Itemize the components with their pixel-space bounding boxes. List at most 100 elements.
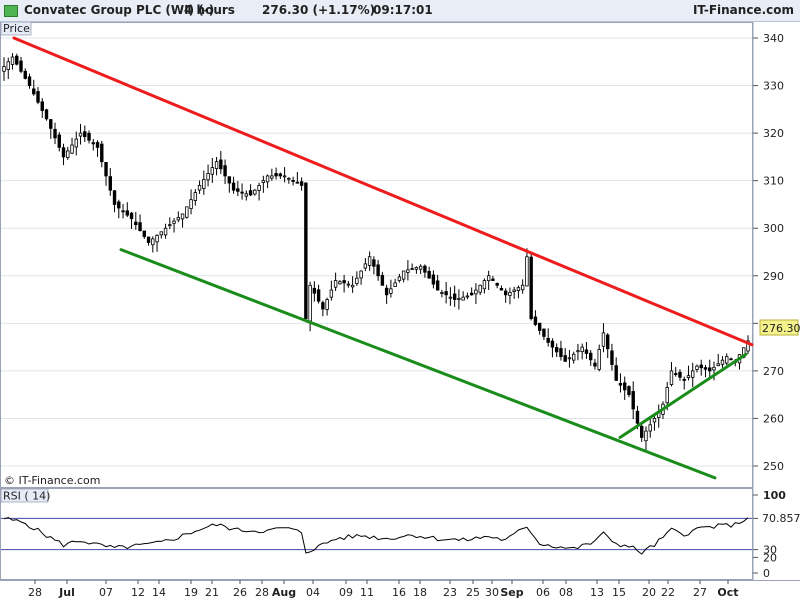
candle-body	[389, 288, 393, 294]
candle-body	[576, 350, 580, 353]
rsi-tick-label: 0	[763, 567, 770, 580]
candle-body	[248, 190, 253, 196]
candle-body	[401, 270, 406, 280]
candle-body	[270, 175, 274, 179]
candle-body	[614, 365, 618, 381]
candle-body	[593, 362, 597, 367]
candle-body	[597, 349, 601, 370]
candle-body	[699, 364, 703, 369]
candle-body	[129, 212, 134, 220]
candle-body	[359, 270, 363, 279]
candle-body	[53, 128, 57, 139]
candle-body	[316, 289, 321, 302]
candle-body	[23, 70, 27, 79]
candle-body	[176, 217, 181, 221]
candle-body	[49, 119, 53, 129]
chart-header: Convatec Group PLC (WI) (-) 4 hours 276.…	[0, 0, 800, 22]
instrument-title: Convatec Group PLC (WI) (-)	[24, 3, 215, 17]
candle-body	[91, 142, 95, 145]
candle-body	[253, 189, 257, 195]
candle-body	[350, 284, 355, 288]
candle-body	[193, 192, 198, 201]
candle-body	[640, 425, 644, 438]
candle-body	[554, 347, 559, 353]
candle-body	[652, 418, 657, 423]
candle-body	[695, 365, 699, 370]
current-price-box	[759, 319, 799, 336]
candle-body	[512, 289, 516, 292]
candle-body	[19, 60, 23, 72]
candle-body	[112, 190, 117, 205]
price-tick-label: 320	[763, 127, 784, 140]
candle-body	[57, 134, 61, 148]
candle-body	[83, 131, 87, 138]
candle-body	[384, 287, 389, 296]
candle-body	[236, 188, 240, 192]
candle-body	[499, 288, 504, 291]
candle-body	[338, 281, 342, 285]
candle-body	[214, 161, 219, 169]
candle-body	[520, 284, 525, 291]
brand-label: IT-Finance.com	[692, 3, 794, 17]
candle-body	[546, 337, 550, 343]
candle-body	[159, 231, 164, 236]
candle-body	[618, 382, 623, 386]
date-tick-label: 16	[392, 586, 406, 599]
price-tick-label: 300	[763, 222, 784, 235]
candle-body	[261, 180, 266, 183]
rsi-panel	[0, 488, 753, 580]
candle-body	[291, 180, 295, 182]
price-tick-label: 250	[763, 460, 784, 473]
candle-body	[703, 367, 708, 370]
candle-body	[138, 222, 142, 231]
date-tick-label: 12	[131, 586, 145, 599]
support-trendline	[119, 248, 717, 480]
candle-body	[172, 220, 176, 224]
candle-body	[571, 353, 576, 361]
candle-body	[440, 292, 444, 294]
date-tick-label: Oct	[717, 586, 738, 599]
candle-body	[465, 295, 470, 298]
candle-body	[346, 283, 351, 286]
date-tick-label: 28	[255, 586, 269, 599]
candle-body	[299, 181, 304, 186]
price-tick-label: 260	[763, 412, 784, 425]
candle-body	[508, 292, 512, 296]
rsi-tick-label: 20	[763, 551, 777, 564]
candle-body	[367, 256, 372, 266]
candle-body	[606, 334, 610, 350]
rsi-tick-label: 30	[763, 544, 777, 557]
candle-body	[716, 363, 720, 367]
date-tick-label: 27	[693, 586, 707, 599]
date-tick-label: 06	[536, 586, 550, 599]
candle-body	[691, 370, 695, 378]
candle-body	[342, 280, 346, 284]
candle-body	[168, 224, 172, 227]
date-tick-label: Aug	[272, 586, 296, 599]
app-logo-icon	[4, 5, 18, 17]
candle-body	[682, 378, 686, 381]
candle-body	[231, 182, 236, 191]
candle-body	[202, 179, 206, 189]
candle-body	[95, 142, 100, 148]
candle-body	[333, 280, 338, 288]
candle-body	[418, 265, 423, 270]
current-price-label: 276.30	[762, 322, 800, 335]
candle-body	[227, 176, 232, 184]
candle-body	[516, 287, 521, 292]
candle-body	[312, 287, 317, 294]
candle-body	[495, 283, 499, 286]
rsi-tick-label: 100	[763, 489, 786, 502]
candle-body	[121, 210, 125, 213]
candle-body	[448, 296, 453, 299]
candle-body	[414, 267, 419, 270]
candle-body	[163, 227, 168, 236]
candle-body	[678, 371, 682, 378]
candle-body	[529, 256, 533, 319]
price-tick-label: 270	[763, 365, 784, 378]
candle-body	[146, 236, 151, 243]
candle-body	[125, 210, 129, 216]
candle-body	[631, 391, 635, 410]
candle-body	[40, 101, 44, 111]
